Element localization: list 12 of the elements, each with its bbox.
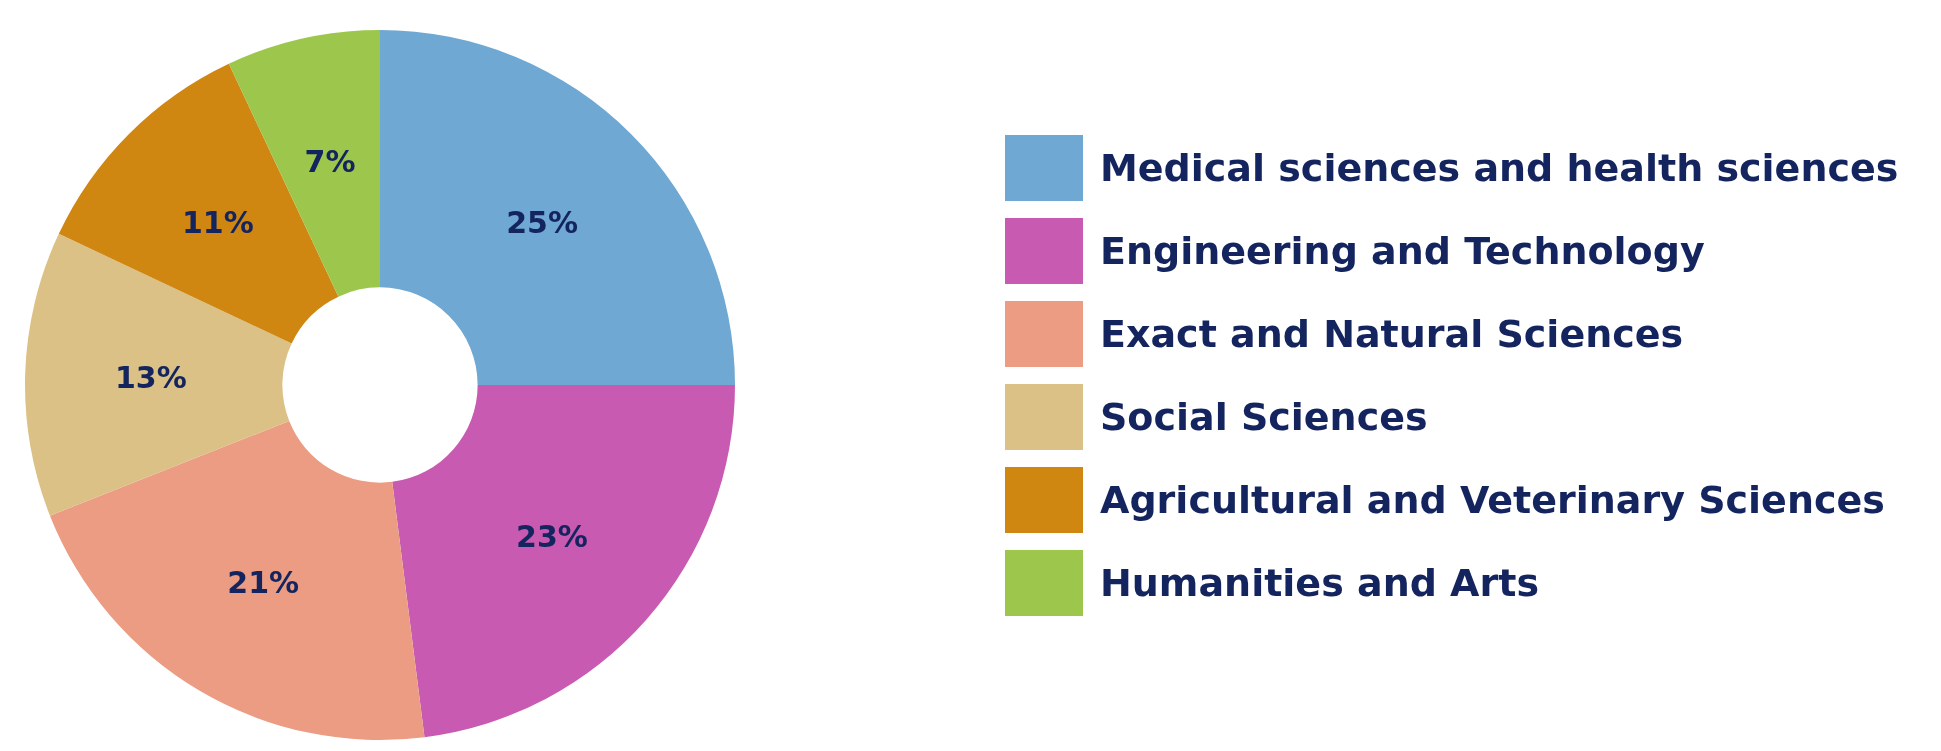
data-label: 7% bbox=[304, 143, 356, 179]
legend-label: Humanities and Arts bbox=[1100, 561, 1540, 605]
data-label: 13% bbox=[114, 360, 187, 396]
legend-label: Engineering and Technology bbox=[1100, 229, 1705, 273]
legend-label: Exact and Natural Sciences bbox=[1100, 312, 1684, 356]
legend-label: Social Sciences bbox=[1100, 395, 1428, 439]
data-label: 21% bbox=[227, 564, 300, 600]
legend-label: Medical sciences and health sciences bbox=[1100, 146, 1899, 190]
data-label: 25% bbox=[506, 205, 579, 241]
data-label: 23% bbox=[516, 519, 588, 555]
data-label: 11% bbox=[181, 205, 254, 241]
legend-label: Agricultural and Veterinary Sciences bbox=[1100, 478, 1885, 522]
